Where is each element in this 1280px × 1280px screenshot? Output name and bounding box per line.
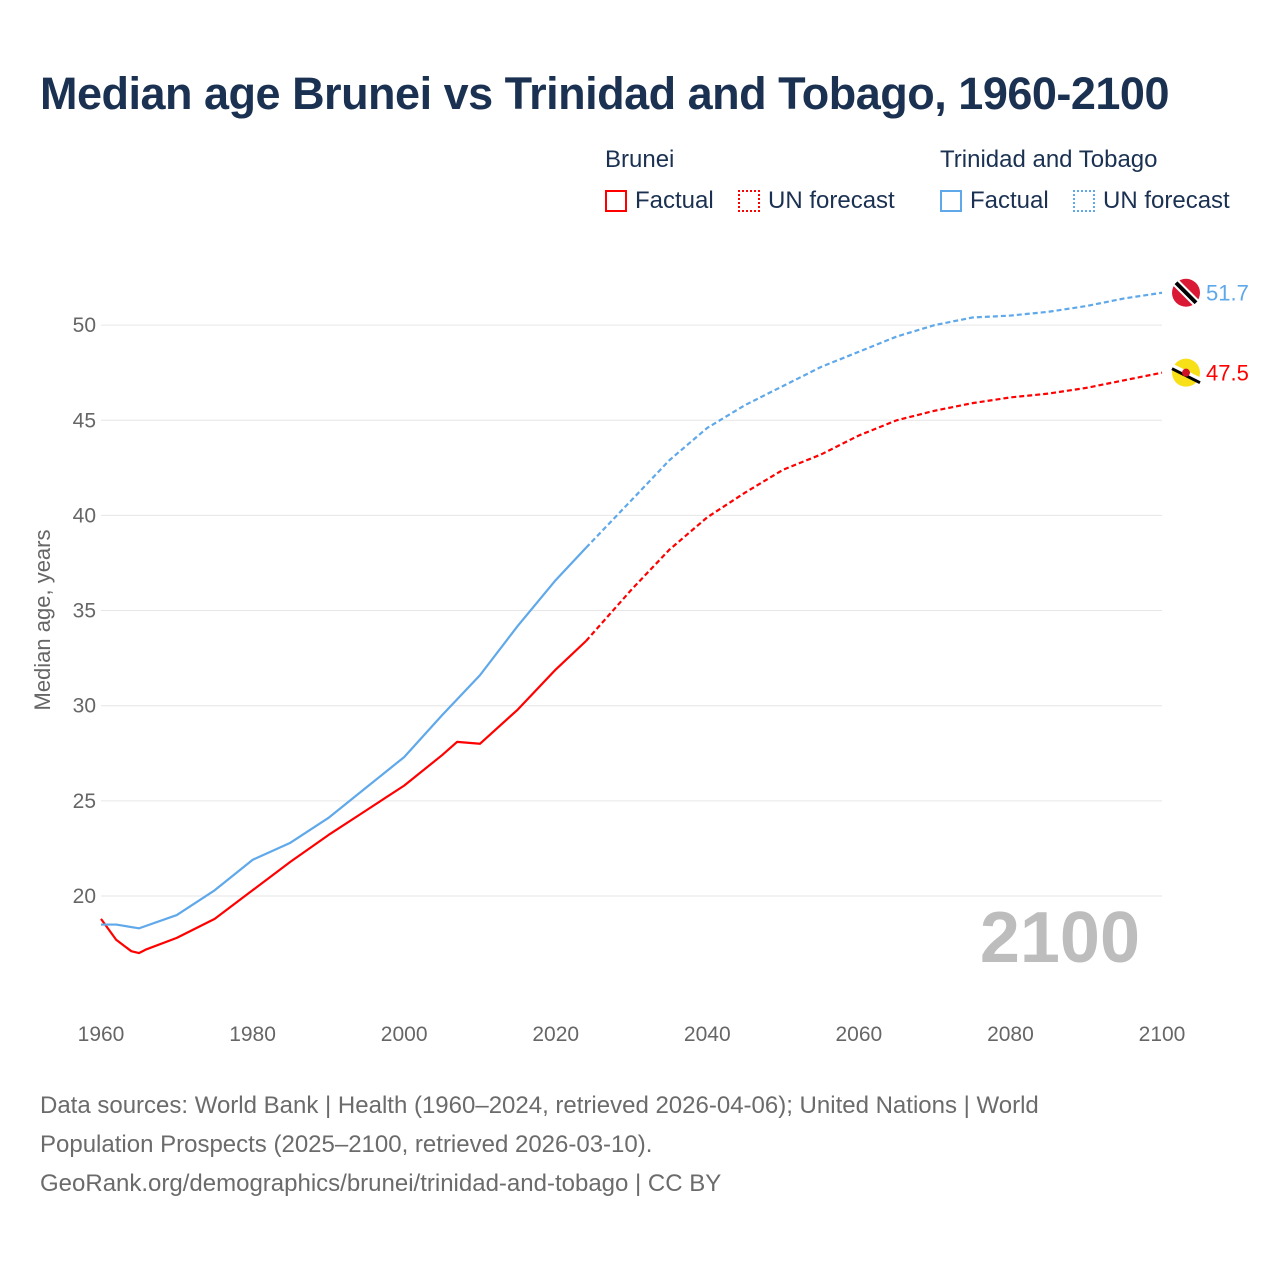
year-watermark: 2100 (980, 898, 1140, 978)
legend-brunei-forecast[interactable]: UN forecast (738, 187, 895, 215)
footer: Data sources: World Bank | Health (1960–… (40, 1086, 1240, 1203)
x-tick-label: 2060 (835, 1023, 882, 1046)
footer-source-line-2: Population Prospects (2025–2100, retriev… (40, 1131, 653, 1158)
legend-swatch-dotted (738, 190, 760, 212)
legend-group-trinidad: Trinidad and Tobago (940, 146, 1158, 173)
trinidad-and-tobago-flag-icon (1172, 278, 1200, 307)
y-axis-label: Median age, years (30, 530, 55, 711)
series-line-factual-1 (101, 546, 587, 930)
footer-source-line-1: Data sources: World Bank | Health (1960–… (40, 1092, 1039, 1119)
legend-swatch-solid (940, 190, 962, 212)
legend-group-brunei: Brunei (605, 146, 675, 173)
chart-title: Median age Brunei vs Trinidad and Tobago… (40, 68, 1170, 119)
y-tick-label: 45 (73, 409, 96, 432)
end-value-label: 51.7 (1206, 281, 1249, 306)
y-tick-label: 20 (73, 885, 96, 908)
x-tick-label: 2100 (1139, 1023, 1186, 1046)
end-value-label: 47.5 (1206, 361, 1249, 386)
legend-label: Factual (635, 187, 714, 214)
y-tick-label: 25 (73, 790, 96, 813)
legend-label: Factual (970, 187, 1049, 214)
legend-trinidad-factual[interactable]: Factual (940, 187, 1049, 215)
x-tick-label: 2000 (381, 1023, 428, 1046)
line-chart: 20 25 30 35 40 45 50 1960 1980 2000 2020 2040 2060 20… (30, 278, 1249, 1046)
legend-trinidad-forecast[interactable]: UN forecast (1073, 187, 1230, 215)
legend-swatch-solid (605, 190, 627, 212)
y-tick-label: 40 (73, 504, 96, 527)
brunei-flag-icon (1170, 358, 1202, 387)
x-tick-label: 2080 (987, 1023, 1034, 1046)
y-tick-label: 50 (73, 314, 96, 337)
series-line-forecast-1 (585, 291, 1163, 549)
x-tick-label: 2040 (684, 1023, 731, 1046)
x-tick-label: 1980 (229, 1023, 276, 1046)
y-tick-label: 35 (73, 600, 96, 623)
legend-label: UN forecast (768, 187, 895, 214)
x-tick-label: 2020 (532, 1023, 579, 1046)
x-tick-label: 1960 (78, 1023, 125, 1046)
series-line-forecast-0 (585, 371, 1163, 642)
y-tick-label: 30 (73, 695, 96, 718)
legend-label: UN forecast (1103, 187, 1230, 214)
legend-swatch-dotted (1073, 190, 1095, 212)
footer-link[interactable]: GeoRank.org/demographics/brunei/trinidad… (40, 1170, 722, 1197)
legend-brunei-factual[interactable]: Factual (605, 187, 714, 215)
series-line-factual-0 (100, 640, 587, 955)
